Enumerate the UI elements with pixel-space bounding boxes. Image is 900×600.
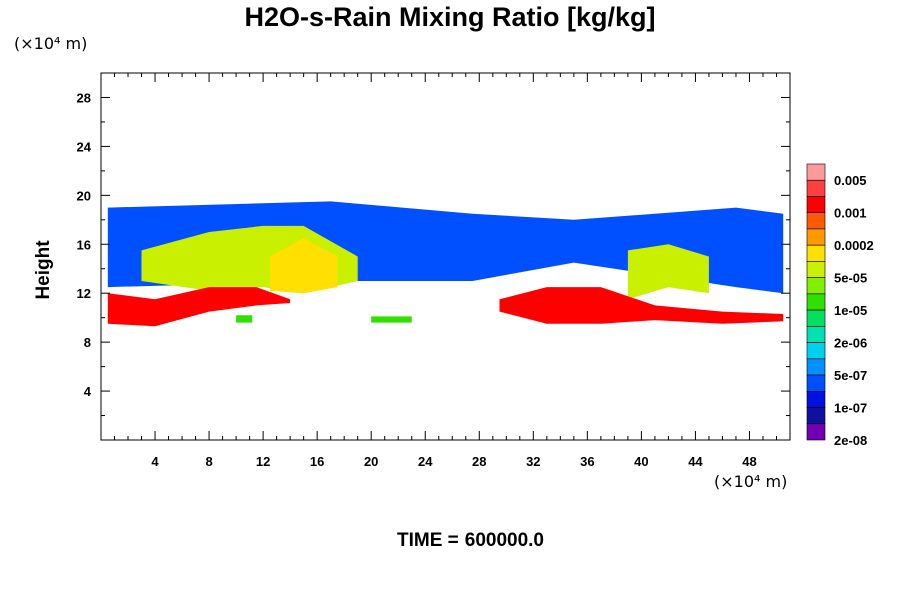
colorbar-swatch [806, 390, 826, 408]
x-axis: 4 8 12 16 20 24 28 32 36 40 44 48 [114, 73, 777, 469]
chart-title: H2O-s-Rain Mixing Ratio [kg/kg] [244, 2, 656, 32]
layer-max-left [269, 238, 338, 294]
x-tick-label: 36 [580, 454, 594, 469]
x-tick-label: 8 [205, 454, 212, 469]
colorbar-label: 1e-07 [834, 401, 867, 416]
x-tick-label: 28 [472, 454, 486, 469]
x-tick-label: 40 [634, 454, 648, 469]
colorbar-swatch [806, 342, 826, 360]
time-label-prefix: TIME = [396, 530, 459, 551]
colorbar-swatch [806, 358, 826, 376]
x-tick-label: 12 [256, 454, 270, 469]
y-tick-label: 16 [77, 237, 91, 252]
y-axis: 4 8 12 16 20 24 28 [77, 90, 790, 417]
colorbar-label: 0.005 [834, 173, 867, 188]
x-tick-label: 44 [688, 454, 703, 469]
colorbar-swatch [806, 179, 826, 197]
colorbar-label: 1e-05 [834, 303, 867, 318]
colorbar-swatch [806, 423, 826, 441]
x-tick-label: 16 [310, 454, 324, 469]
colorbar-swatch [806, 244, 826, 262]
time-value: 600000.0 [464, 530, 544, 551]
x-axis-unit: (×10⁴ m) [714, 472, 788, 491]
colorbar-label: 5e-05 [834, 271, 867, 286]
colorbar-swatch [806, 212, 826, 230]
colorbar-label: 2e-08 [834, 433, 867, 448]
x-tick-label: 4 [151, 454, 159, 469]
colorbar-swatch [806, 326, 826, 343]
y-tick-label: 4 [84, 384, 92, 399]
y-axis-unit: (×10⁴ m) [14, 34, 88, 53]
colorbar: 0.005 0.001 0.0002 5e-05 1e-05 2e-06 5e-07 1e-0… [806, 163, 874, 448]
y-tick-label: 12 [77, 286, 91, 301]
colorbar-label: 5e-07 [834, 368, 867, 383]
y-tick-label: 28 [77, 90, 91, 105]
y-tick-label: 20 [77, 188, 91, 203]
y-tick-label: 8 [84, 335, 91, 350]
colorbar-label: 0.0002 [834, 238, 874, 253]
layer-low-band-left [107, 287, 291, 327]
layer-core-right [627, 244, 709, 300]
colorbar-swatch [806, 196, 826, 214]
colorbar-label: 2e-06 [834, 336, 867, 351]
colorbar-swatch [806, 277, 826, 295]
time-label: TIME = 600000.0 [0, 530, 900, 552]
colorbar-swatch [806, 309, 826, 327]
colorbar-swatch [806, 374, 826, 392]
layer-patch-10 [236, 315, 253, 323]
plot-frame [100, 72, 791, 441]
x-tick-label: 20 [364, 454, 378, 469]
y-tick-label: 24 [77, 139, 92, 154]
colorbar-swatch [806, 228, 826, 246]
field-layers [107, 201, 784, 327]
layer-low-band-right [499, 287, 784, 324]
x-tick-label: 24 [418, 454, 433, 469]
x-tick-label: 32 [526, 454, 540, 469]
x-tick-label: 48 [742, 454, 756, 469]
layer-patch-20-23 [371, 316, 412, 323]
colorbar-swatch [806, 163, 826, 181]
colorbar-swatch [806, 293, 826, 311]
colorbar-swatch [806, 261, 826, 278]
colorbar-label: 0.001 [834, 206, 867, 221]
colorbar-swatch [806, 407, 826, 425]
